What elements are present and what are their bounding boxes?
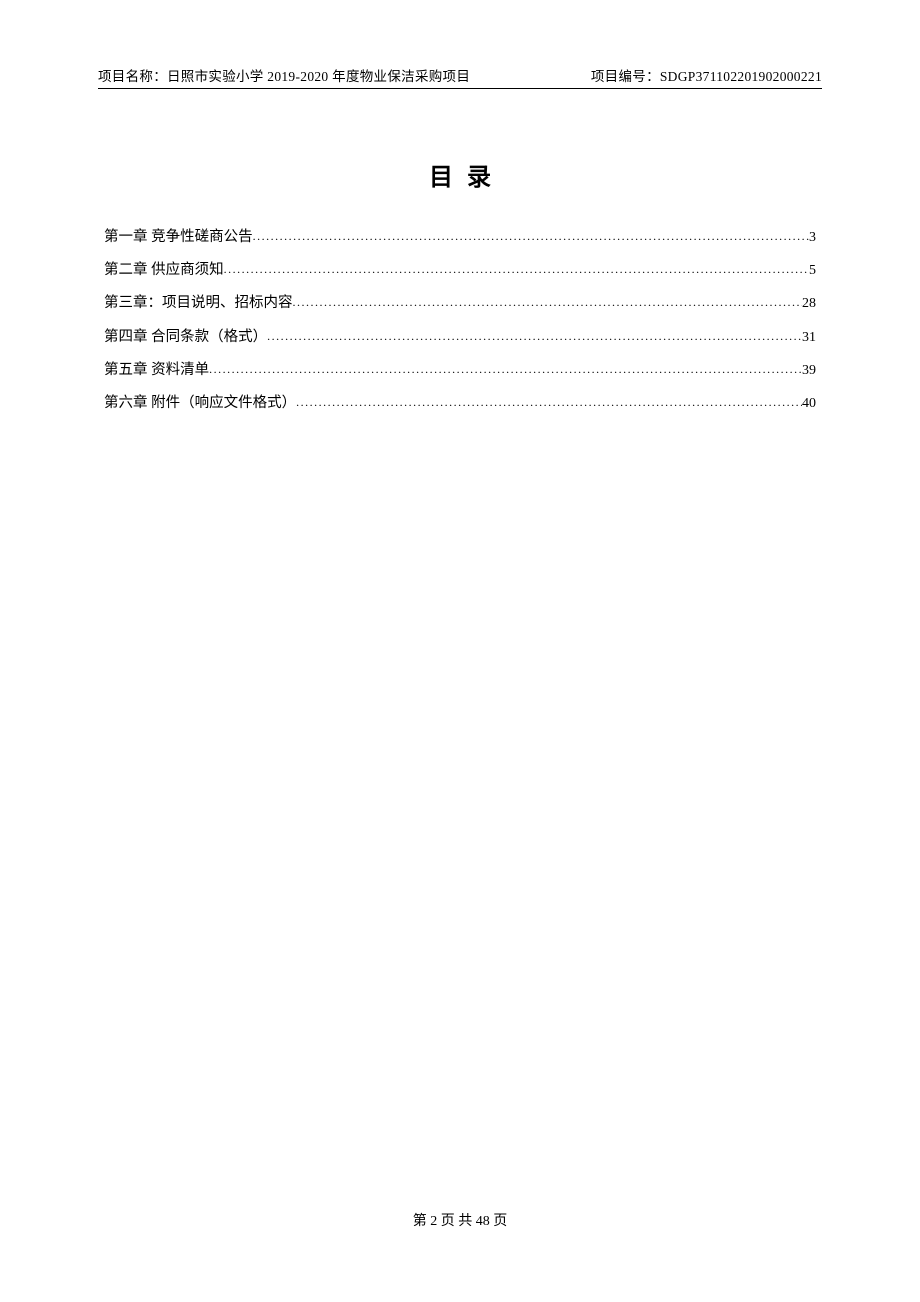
project-code-label: 项目编号： xyxy=(591,69,660,84)
toc-item: 第一章 竞争性磋商公告 3 xyxy=(104,228,816,247)
footer-suffix: 页 xyxy=(490,1214,508,1229)
toc-item-label: 第二章 供应商须知 xyxy=(104,261,224,280)
toc-item: 第五章 资料清单 39 xyxy=(104,361,816,380)
toc-item-label: 第三章：项目说明、招标内容 xyxy=(104,294,293,313)
toc-item-label: 第六章 附件（响应文件格式） xyxy=(104,394,296,413)
toc-item-page: 3 xyxy=(809,229,816,247)
toc-item-page: 40 xyxy=(802,395,816,413)
toc-dots xyxy=(296,395,802,411)
toc-item-page: 28 xyxy=(802,295,816,313)
footer-middle: 页 共 xyxy=(437,1214,476,1229)
toc-item: 第三章：项目说明、招标内容 28 xyxy=(104,294,816,313)
toc-dots xyxy=(224,262,809,278)
document-page: 项目名称：日照市实验小学 2019-2020 年度物业保洁采购项目 项目编号：S… xyxy=(0,0,920,413)
toc-item-label: 第四章 合同条款（格式） xyxy=(104,328,267,347)
toc-item: 第六章 附件（响应文件格式） 40 xyxy=(104,394,816,413)
footer-prefix: 第 xyxy=(413,1214,431,1229)
toc-item-label: 第一章 竞争性磋商公告 xyxy=(104,228,253,247)
toc-item-page: 39 xyxy=(802,362,816,380)
page-header: 项目名称：日照市实验小学 2019-2020 年度物业保洁采购项目 项目编号：S… xyxy=(98,65,822,89)
toc-item-page: 31 xyxy=(802,329,816,347)
toc-item: 第四章 合同条款（格式） 31 xyxy=(104,328,816,347)
toc-dots xyxy=(209,362,802,378)
table-of-contents: 第一章 竞争性磋商公告 3 第二章 供应商须知 5 第三章：项目说明、招标内容 … xyxy=(98,228,822,413)
footer-total-pages: 48 xyxy=(476,1214,490,1229)
project-code: 项目编号：SDGP371102201902000221 xyxy=(591,65,822,85)
toc-dots xyxy=(253,229,809,245)
toc-dots xyxy=(267,329,802,345)
project-name-label: 项目名称： xyxy=(98,69,167,84)
toc-item-page: 5 xyxy=(809,262,816,280)
project-name: 项目名称：日照市实验小学 2019-2020 年度物业保洁采购项目 xyxy=(98,65,470,85)
page-footer: 第 2 页 共 48 页 xyxy=(0,1210,920,1230)
project-code-value: SDGP371102201902000221 xyxy=(660,69,822,84)
toc-item: 第二章 供应商须知 5 xyxy=(104,261,816,280)
toc-title: 目录 xyxy=(98,157,822,192)
toc-dots xyxy=(293,295,803,311)
project-name-value: 日照市实验小学 2019-2020 年度物业保洁采购项目 xyxy=(167,69,470,84)
toc-item-label: 第五章 资料清单 xyxy=(104,361,209,380)
